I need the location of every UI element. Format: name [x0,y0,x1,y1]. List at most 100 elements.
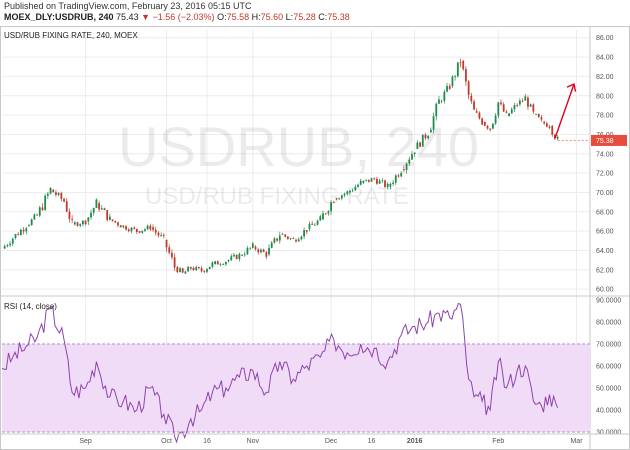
candle-body [502,104,505,112]
price-tick-label: 80.00 [596,93,614,100]
candle-body [165,239,168,248]
forecast-arrow-shaft [554,83,575,139]
symbol-name[interactable]: MOEX_DLY:USDRUB, 240 [4,12,114,22]
candle-body [157,232,160,236]
time-tick-label: 16 [203,438,211,445]
candle-body [322,213,324,220]
candle-body [144,229,146,231]
candle-body [233,254,235,257]
price-tick-label: 70.00 [596,190,614,197]
candle-body [200,268,203,272]
candle-body [324,213,327,215]
candle-body [295,239,297,242]
candle-body [138,231,141,233]
candle-body [230,256,233,261]
candle-body [68,211,71,220]
candle-body [108,216,111,220]
low-value: 75.28 [293,12,316,22]
candle-body [238,253,241,260]
candle-body [79,224,82,226]
candle-body [505,111,508,113]
price-tick-label: 62.00 [596,267,614,274]
candle-body [214,261,216,265]
candle-body [65,201,68,212]
candle-body [483,121,486,126]
candle-body [467,81,470,95]
rsi-tick-label: 30.0000 [596,430,621,437]
candle-body [551,125,554,135]
candle-body [432,116,435,130]
candle-body [491,123,494,129]
candle-body [556,136,559,139]
candles[interactable] [3,58,559,274]
chart-frame[interactable]: USDRUB, 240 USD/RUB FIXING RATE USD/RUB … [0,26,630,450]
candle-body [357,184,359,187]
candle-body [176,266,179,273]
candle-body [192,267,195,271]
candle-body [405,163,408,171]
candle-body [141,230,144,233]
candle-body [386,183,389,187]
candle-body [311,223,314,225]
candle-body [227,260,230,262]
last-price: 75.43 [116,12,139,22]
candle-body [529,104,532,107]
candle-body [154,229,157,233]
candle-body [413,152,416,155]
candle-body [354,186,357,191]
candle-body [427,135,430,139]
candle-body [340,195,343,199]
candle-body [381,180,384,182]
candle-body [249,247,252,249]
price-change: ▼ −1.56 (−2.03%) [141,12,215,22]
time-tick-label: 16 [368,438,376,445]
candle-body [346,191,349,194]
candle-body [392,182,395,184]
candle-body [462,60,465,70]
symbol-bar: MOEX_DLY:USDRUB, 240 75.43 ▼ −1.56 (−2.0… [4,12,350,22]
candle-body [313,224,316,226]
time-axis[interactable]: Sep Oct 16 Nov Dec 16 2016 Feb Mar [0,433,630,445]
price-axis[interactable]: 60.00 62.00 64.00 66.00 68.00 70.00 72.00 74.00… [557,26,627,450]
forecast-arrow [554,83,577,139]
candle-body [173,257,176,268]
candle-body [197,267,200,269]
rsi-axis[interactable]: 30.0000 40.0000 50.0000 60.0000 70.0000 80.00… [596,298,621,437]
candle-body [424,134,427,139]
candle-body [408,159,411,164]
price-chart[interactable]: USDRUB, 240 USD/RUB FIXING RATE USD/RUB … [0,26,630,450]
candle-body [114,220,117,223]
candle-body [146,225,149,230]
price-tick-label: 82.00 [596,74,614,81]
candle-body [133,227,136,229]
candle-body [416,142,419,149]
candle-body [516,105,519,106]
candle-body [389,183,392,187]
candle-body [235,254,238,260]
candle-body [216,261,219,265]
price-tick-label: 66.00 [596,229,614,236]
time-tick-label: 2016 [407,438,423,445]
candle-body [518,100,521,105]
candle-body [508,113,510,117]
candle-body [9,243,11,246]
candle-body [537,113,540,118]
candle-body [36,214,38,216]
candle-body [38,207,41,216]
price-tick-label: 72.00 [596,171,614,178]
candle-body [125,226,127,230]
candle-body [535,113,537,115]
candle-body [397,175,400,177]
candle-body [335,198,338,200]
open-value: 75.58 [226,12,250,22]
candle-body [440,100,443,102]
candle-body [297,239,300,242]
candle-body [478,112,481,119]
candle-body [208,266,211,270]
rsi-line[interactable] [1,302,559,444]
candle-body [265,252,268,257]
candle-body [22,229,25,232]
candle-body [481,118,484,125]
time-tick-label: Sep [79,438,92,445]
candle-body [152,227,154,230]
